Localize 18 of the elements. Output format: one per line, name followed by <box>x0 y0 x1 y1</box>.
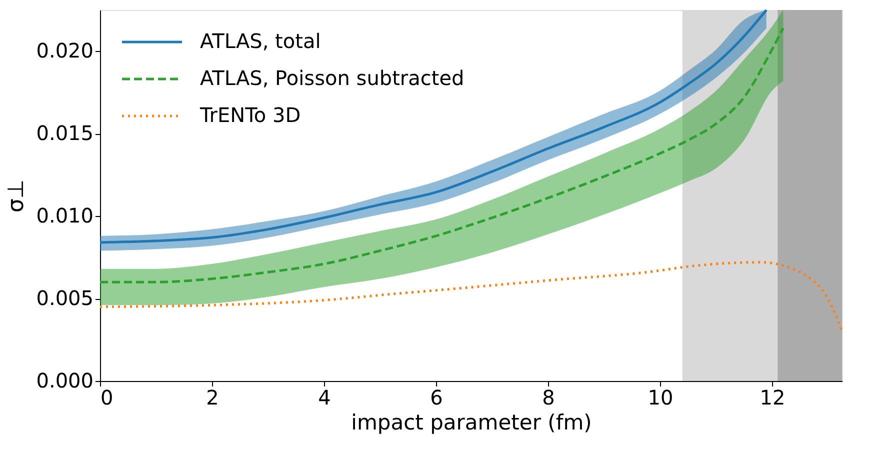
x-tick-label: 2 <box>206 386 219 410</box>
x-tick-label: 4 <box>318 386 331 410</box>
y-tick-label: 0.000 <box>36 368 94 392</box>
legend-label: ATLAS, total <box>200 29 321 53</box>
x-tick-label: 10 <box>648 386 674 410</box>
line-series <box>98 261 843 332</box>
x-tick-label: 6 <box>430 386 443 410</box>
y-tick-label: 0.005 <box>36 286 94 310</box>
y-tick-label: 0.020 <box>36 38 94 63</box>
x-axis-title: impact parameter (fm) <box>351 410 592 434</box>
x-tick-label: 0 <box>100 386 114 410</box>
y-tick-label: 0.015 <box>36 121 94 146</box>
legend-label: TrENTo 3D <box>199 103 301 127</box>
legend-label: ATLAS, Poisson subtracted <box>200 66 464 90</box>
y-tick-label: 0.010 <box>36 204 94 228</box>
x-tick-label: 12 <box>760 386 786 410</box>
x-tick-label: 8 <box>542 386 555 410</box>
y-axis-title: σ⊥ <box>4 179 30 213</box>
